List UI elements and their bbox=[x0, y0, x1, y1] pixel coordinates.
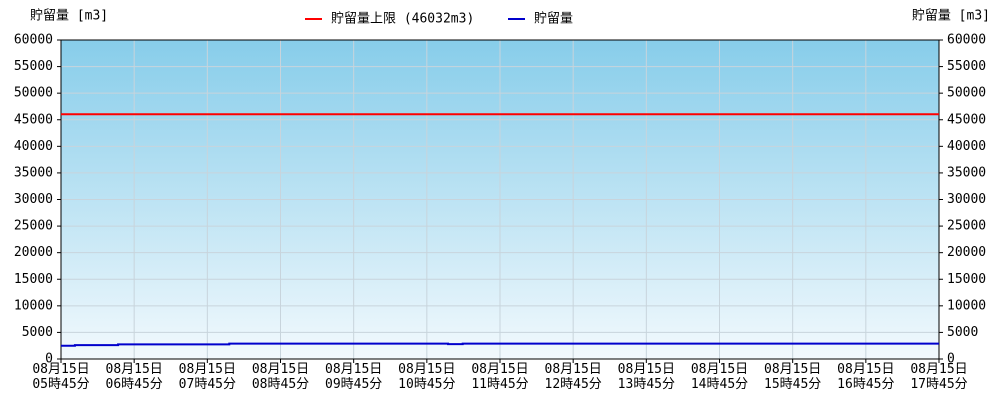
y2-tick-label: 35000 bbox=[947, 165, 986, 180]
y2-tick-label: 5000 bbox=[947, 325, 978, 340]
y2-tick-label: 30000 bbox=[947, 192, 986, 207]
x-tick-label: 08月15日 07時45分 bbox=[178, 362, 236, 392]
y-tick-label: 45000 bbox=[14, 112, 53, 127]
plot-frame bbox=[60, 39, 940, 360]
x-tick-label: 08月15日 12時45分 bbox=[544, 362, 602, 392]
x-tick-label: 08月15日 14時45分 bbox=[690, 362, 749, 392]
x-tick-label: 08月15日 16時45分 bbox=[837, 362, 895, 392]
y2-tick-label: 25000 bbox=[947, 219, 986, 234]
y2-tick-label: 60000 bbox=[947, 33, 986, 48]
x-tick-label: 08月15日 08時45分 bbox=[251, 362, 310, 392]
y-tick-label: 40000 bbox=[14, 139, 53, 154]
y-tick-label: 50000 bbox=[14, 86, 53, 101]
y2-tick-label: 50000 bbox=[947, 86, 986, 101]
legend-label: 貯留量 bbox=[534, 12, 573, 27]
y-tick-label: 5000 bbox=[22, 325, 53, 340]
x-tick-label: 08月15日 10時45分 bbox=[398, 362, 456, 392]
y-tick-label: 25000 bbox=[14, 219, 53, 234]
x-tick-label: 08月15日 15時45分 bbox=[764, 362, 822, 392]
legend-label: 貯留量上限 (46032m3) bbox=[331, 12, 474, 27]
x-tick-label: 08月15日 06時45分 bbox=[105, 362, 163, 392]
y-tick-label: 15000 bbox=[14, 272, 53, 287]
x-tick-label: 08月15日 11時45分 bbox=[471, 362, 529, 392]
y2-tick-label: 55000 bbox=[947, 59, 986, 74]
x-tick-label: 08月15日 05時45分 bbox=[32, 362, 90, 392]
y2-tick-label: 15000 bbox=[947, 272, 986, 287]
y2-tick-label: 20000 bbox=[947, 245, 986, 260]
x-tick-label: 08月15日 17時45分 bbox=[910, 362, 968, 392]
y2-tick-label: 40000 bbox=[947, 139, 986, 154]
x-tick-label: 08月15日 13時45分 bbox=[617, 362, 675, 392]
series-line bbox=[61, 342, 939, 347]
y-axis-label: 貯留量 [m3] bbox=[30, 9, 108, 24]
y-tick-label: 20000 bbox=[14, 245, 53, 260]
y2-axis-label: 貯留量 [m3] bbox=[912, 9, 990, 24]
y-tick-label: 30000 bbox=[14, 192, 53, 207]
y-tick-label: 10000 bbox=[14, 298, 53, 313]
x-tick-label: 08月15日 09時45分 bbox=[325, 362, 383, 392]
y2-tick-label: 10000 bbox=[947, 298, 986, 313]
y-tick-label: 0 bbox=[45, 352, 53, 367]
y-tick-label: 60000 bbox=[14, 33, 53, 48]
y2-tick-label: 45000 bbox=[947, 112, 986, 127]
y2-tick-label: 0 bbox=[947, 352, 955, 367]
y-tick-label: 55000 bbox=[14, 59, 53, 74]
y-tick-label: 35000 bbox=[14, 165, 53, 180]
